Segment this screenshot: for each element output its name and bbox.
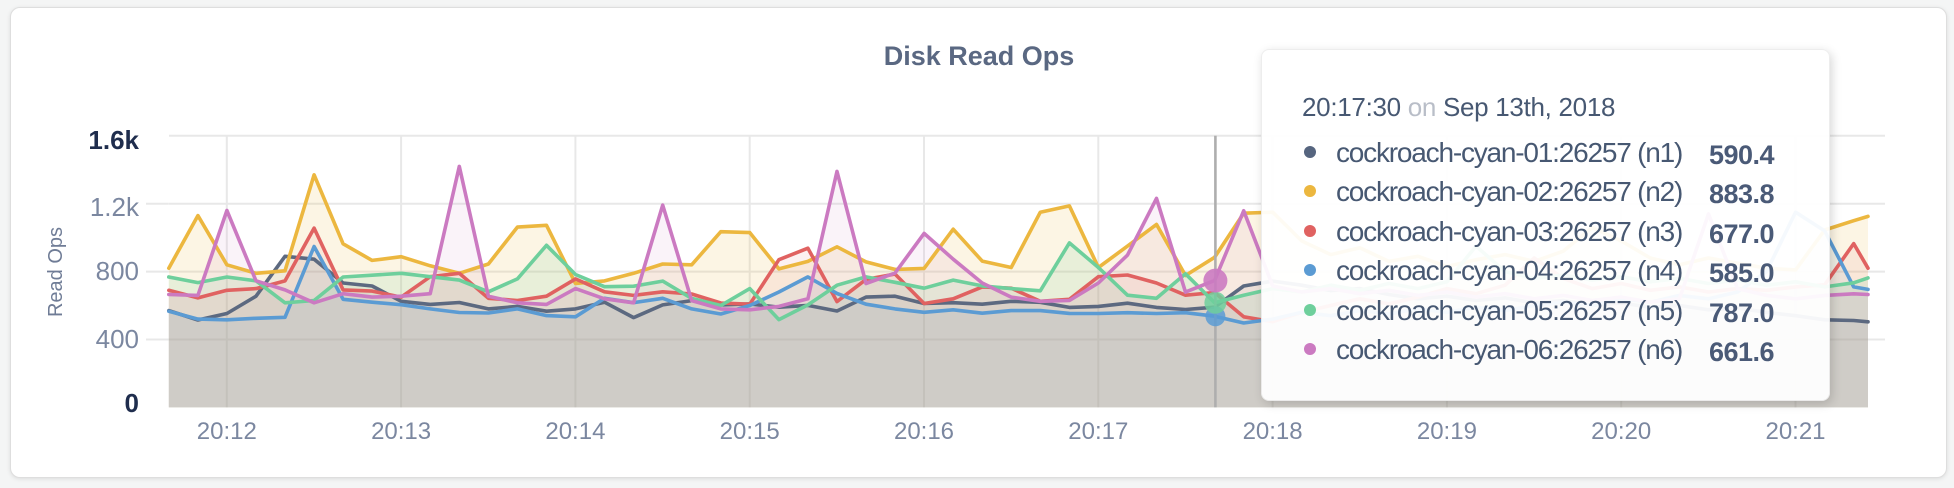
svg-text:1.6k: 1.6k — [88, 125, 139, 155]
svg-text:20:15: 20:15 — [720, 418, 780, 445]
svg-text:1.2k: 1.2k — [90, 192, 140, 222]
svg-text:20:13: 20:13 — [371, 418, 431, 445]
svg-text:20:18: 20:18 — [1243, 418, 1303, 445]
svg-text:20:12: 20:12 — [197, 418, 257, 445]
svg-text:20:17: 20:17 — [1068, 418, 1128, 445]
svg-text:20:19: 20:19 — [1417, 418, 1477, 445]
svg-text:800: 800 — [96, 256, 139, 286]
svg-text:20:14: 20:14 — [545, 418, 605, 445]
svg-text:20:16: 20:16 — [894, 418, 954, 445]
svg-text:20:20: 20:20 — [1591, 418, 1651, 445]
svg-text:400: 400 — [96, 324, 139, 354]
svg-text:0: 0 — [125, 388, 139, 418]
svg-text:Read Ops: Read Ops — [45, 227, 67, 317]
svg-text:20:21: 20:21 — [1765, 418, 1825, 445]
